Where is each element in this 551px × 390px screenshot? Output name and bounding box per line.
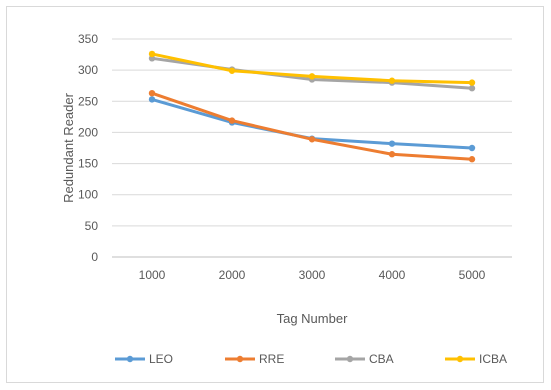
legend-marker-leo <box>126 355 134 363</box>
x-tick-label: 1000 <box>139 268 166 282</box>
data-point-rre <box>388 151 396 158</box>
legend-label-cba: CBA <box>369 352 394 366</box>
x-axis-title: Tag Number <box>277 311 348 326</box>
y-axis-ticks: 0 50 100 150 200 250 300 350 <box>78 32 98 264</box>
y-tick-label: 150 <box>78 157 98 171</box>
x-tick-label: 2000 <box>219 268 246 282</box>
legend-label-rre: RRE <box>259 352 284 366</box>
x-axis-ticks: 1000 2000 3000 4000 5000 <box>139 268 486 282</box>
data-point-cba <box>468 85 476 92</box>
legend-item-cba: CBA <box>335 352 394 366</box>
data-point-icba <box>468 79 476 86</box>
chart-frame: 0 50 100 150 200 250 300 350 1000 2000 3000 4000 50… <box>6 6 544 383</box>
data-point-icba <box>148 50 156 58</box>
y-tick-label: 50 <box>85 219 99 233</box>
series-icba <box>148 50 476 86</box>
data-point-leo <box>468 144 476 152</box>
data-point-icba <box>228 67 236 74</box>
data-point-rre <box>468 156 476 163</box>
series-rre <box>148 89 476 163</box>
legend-marker-rre <box>236 355 244 363</box>
x-tick-label: 3000 <box>299 268 326 282</box>
legend: LEO RRE CBA ICBA <box>115 352 507 366</box>
y-tick-label: 200 <box>78 125 98 139</box>
legend-marker-icba <box>456 355 464 363</box>
data-point-leo <box>148 96 156 103</box>
legend-label-icba: ICBA <box>479 352 507 366</box>
x-tick-label: 4000 <box>379 268 406 282</box>
data-point-icba <box>388 77 396 84</box>
data-point-rre <box>308 136 316 143</box>
legend-item-rre: RRE <box>225 352 284 366</box>
y-axis-title: Redundant Reader <box>61 92 76 203</box>
data-point-icba <box>308 73 316 80</box>
legend-label-leo: LEO <box>149 352 173 366</box>
line-chart: 0 50 100 150 200 250 300 350 1000 2000 3000 4000 50… <box>61 32 512 366</box>
legend-item-leo: LEO <box>115 352 173 366</box>
data-point-rre <box>148 89 156 97</box>
series-lines <box>148 50 476 163</box>
legend-marker-cba <box>346 355 354 363</box>
y-tick-label: 100 <box>78 188 98 202</box>
y-tick-label: 250 <box>78 94 98 108</box>
y-tick-label: 350 <box>78 32 98 46</box>
series-line-rre <box>150 91 474 161</box>
y-tick-label: 300 <box>78 63 98 77</box>
y-tick-label: 0 <box>91 250 98 264</box>
legend-item-icba: ICBA <box>445 352 507 366</box>
data-point-leo <box>388 140 396 147</box>
x-tick-label: 5000 <box>459 268 486 282</box>
series-leo <box>148 96 476 152</box>
data-point-rre <box>228 117 236 124</box>
